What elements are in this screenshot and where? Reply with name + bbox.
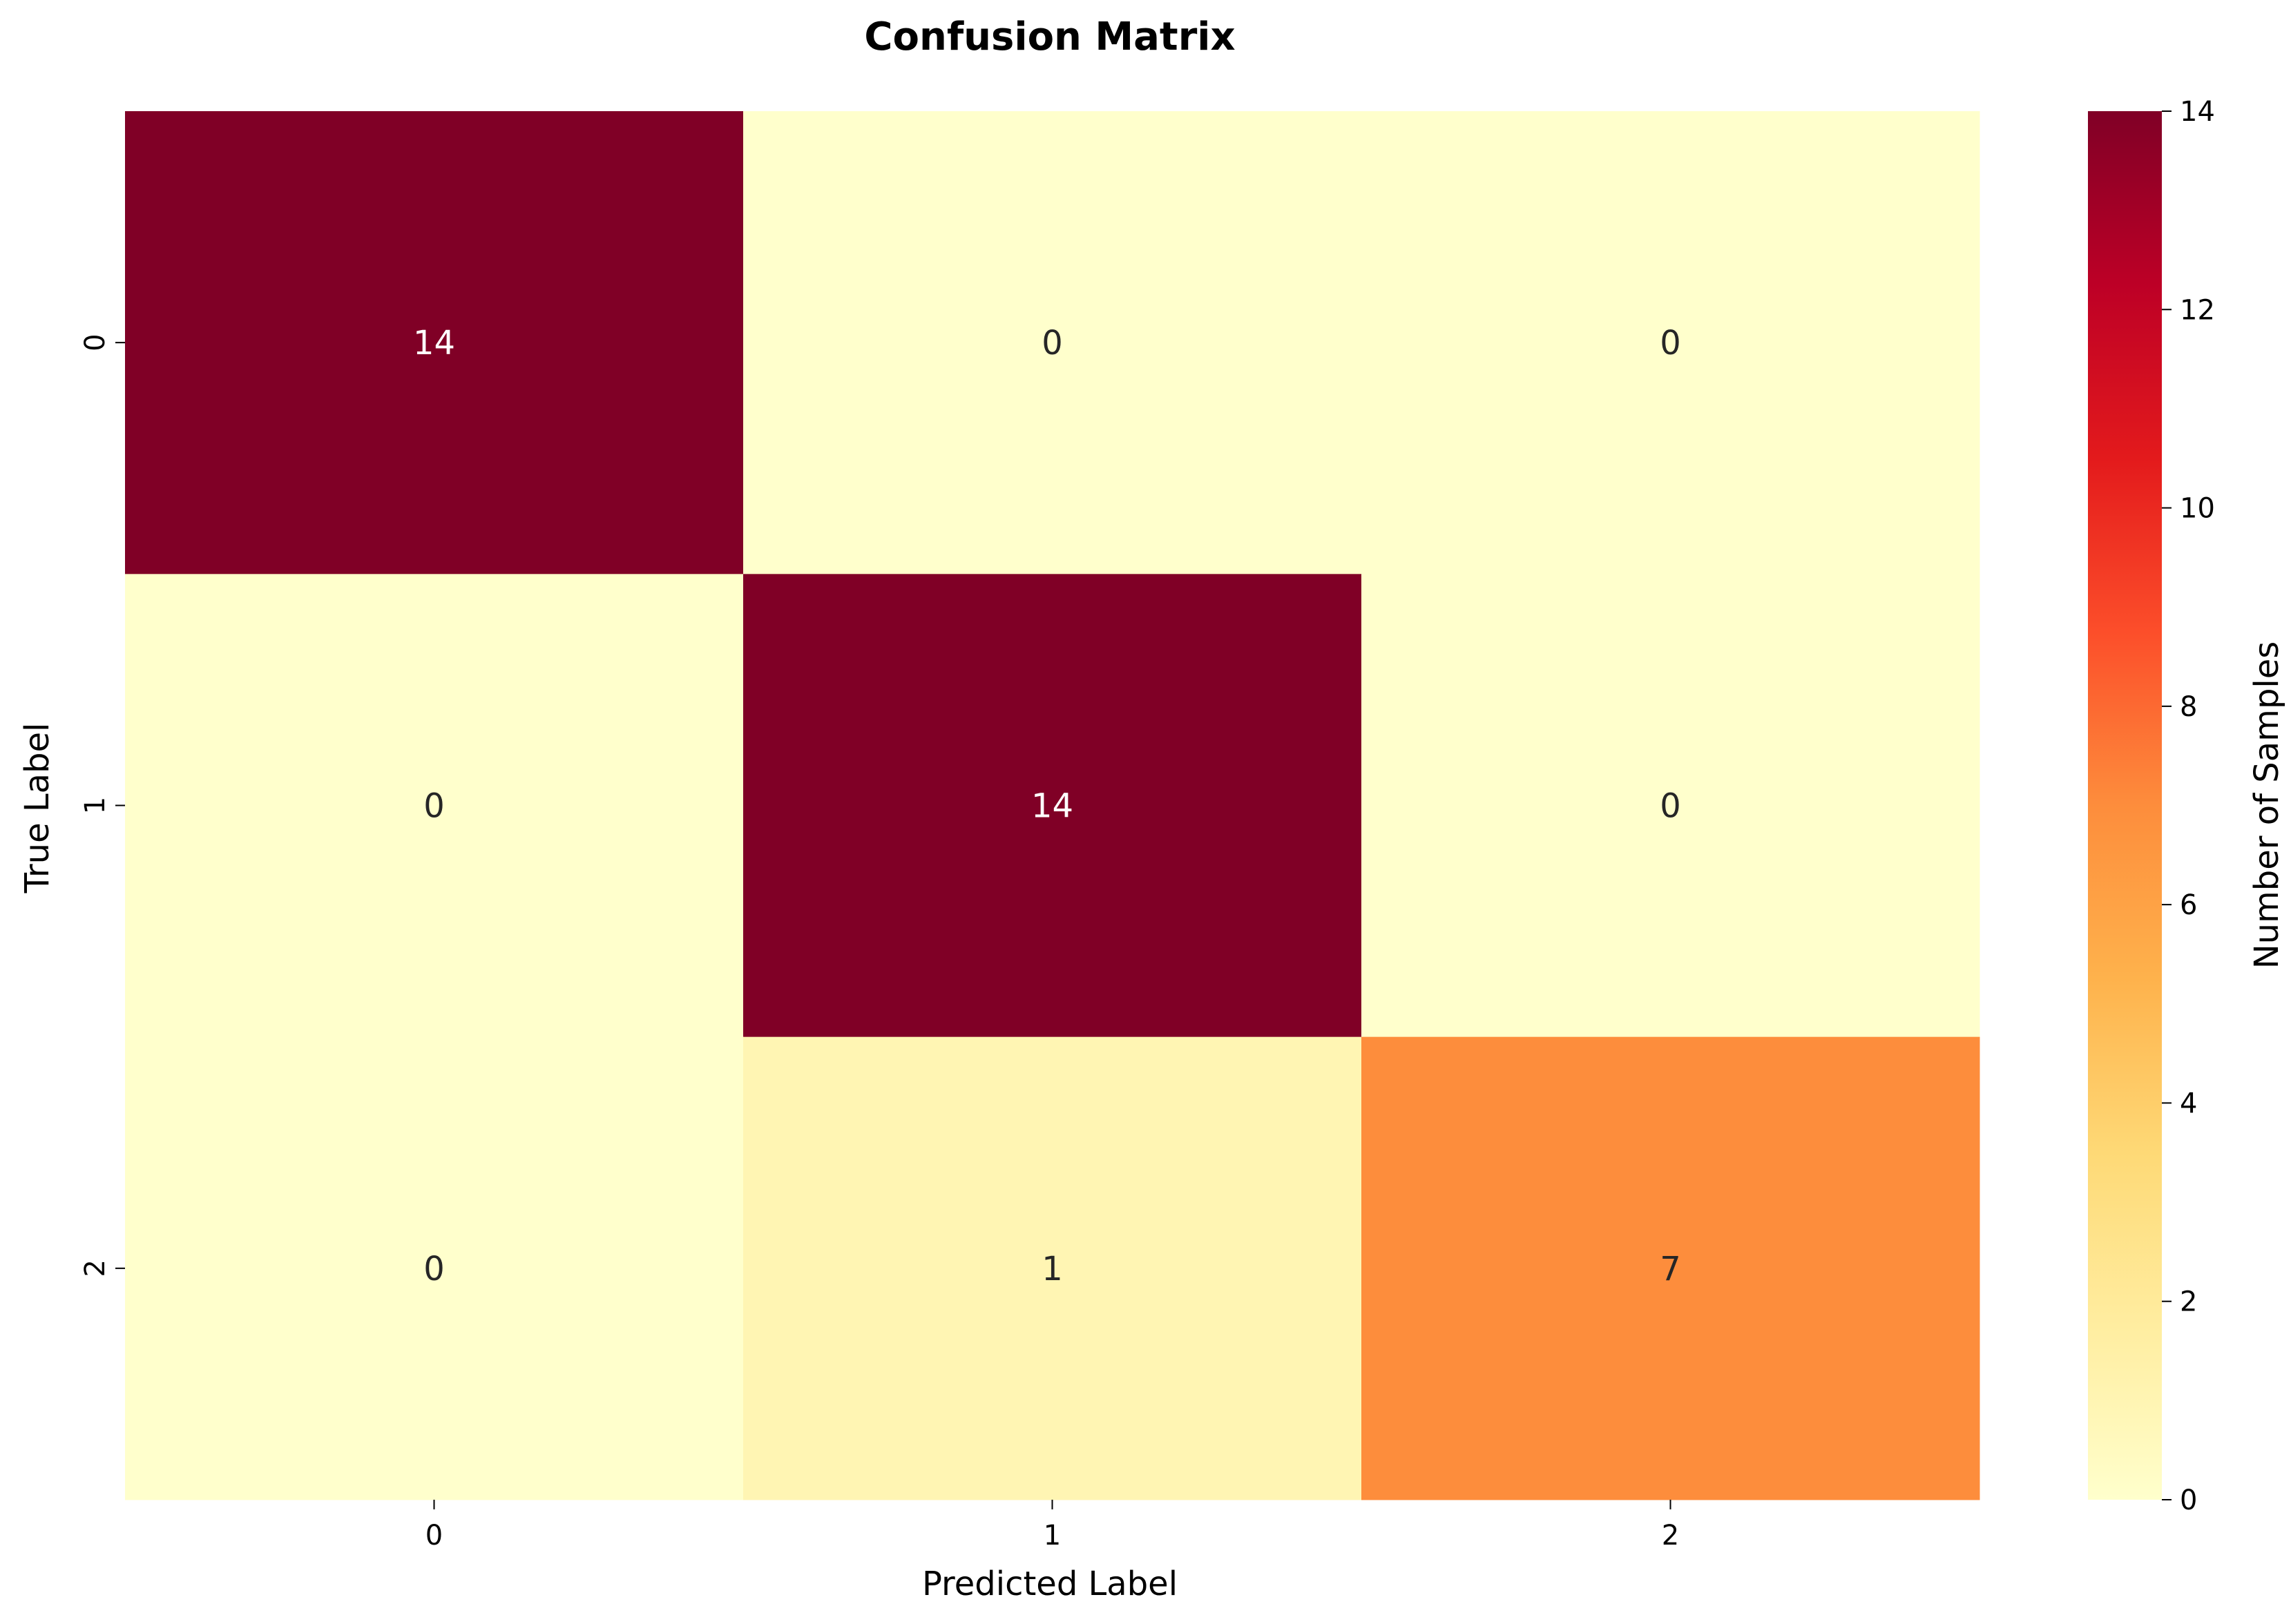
heatmap-cell-r1-c2: [1361, 574, 1980, 1038]
y-axis-ticks: 0 1 2: [79, 334, 125, 1277]
heatmap-cell-r0-c1: [743, 111, 1362, 574]
cell-value-label: 14: [413, 324, 455, 362]
cell-value-label: 7: [1660, 1250, 1681, 1288]
x-tick-label: 0: [425, 1520, 443, 1552]
cell-value-label: 14: [1031, 787, 1073, 826]
colorbar-tick-label: 0: [2180, 1485, 2197, 1516]
x-axis-ticks: 0 1 2: [425, 1500, 1679, 1552]
cell-value-label: 0: [423, 787, 445, 826]
y-tick-label: 1: [79, 797, 111, 814]
colorbar-tick-label: 2: [2180, 1286, 2197, 1318]
x-axis-label: Predicted Label: [922, 1565, 1178, 1603]
colorbar: [2088, 111, 2162, 1500]
colorbar-ticks: 0 2 4 6 8 10 12 14: [2162, 96, 2215, 1516]
heatmap-cell-r2-c2: [1361, 1036, 1980, 1500]
colorbar-tick-label: 6: [2180, 889, 2197, 921]
cell-value-label: 0: [1660, 787, 1681, 826]
cell-value-label: 0: [423, 1250, 445, 1288]
colorbar-tick-label: 10: [2180, 493, 2215, 525]
y-tick-label: 0: [79, 334, 111, 351]
y-axis-label: True Label: [18, 723, 57, 894]
heatmap-cell-r1-c1: [743, 574, 1362, 1038]
colorbar-tick-label: 8: [2180, 691, 2197, 723]
cell-value-label: 1: [1042, 1250, 1063, 1288]
heatmap-cells: [125, 111, 1980, 1500]
cell-value-label: 0: [1660, 324, 1681, 362]
colorbar-tick-label: 4: [2180, 1088, 2197, 1119]
heatmap-cell-r2-c1: [743, 1036, 1362, 1500]
chart-title: Confusion Matrix: [864, 14, 1235, 59]
colorbar-tick-label: 14: [2180, 96, 2215, 128]
heatmap-cell-labels: 14 0 0 0 14 0 0 1 7: [413, 324, 1681, 1288]
y-tick-label: 2: [79, 1259, 111, 1277]
x-tick-label: 2: [1662, 1520, 1679, 1552]
x-tick-label: 1: [1044, 1520, 1061, 1552]
heatmap-cell-r0-c2: [1361, 111, 1980, 574]
heatmap-cell-r0-c0: [125, 111, 744, 574]
cell-value-label: 0: [1042, 324, 1063, 362]
colorbar-tick-label: 12: [2180, 294, 2215, 326]
heatmap-cell-r2-c0: [125, 1036, 744, 1500]
colorbar-label: Number of Samples: [2247, 641, 2286, 969]
heatmap-cell-r1-c0: [125, 574, 744, 1038]
